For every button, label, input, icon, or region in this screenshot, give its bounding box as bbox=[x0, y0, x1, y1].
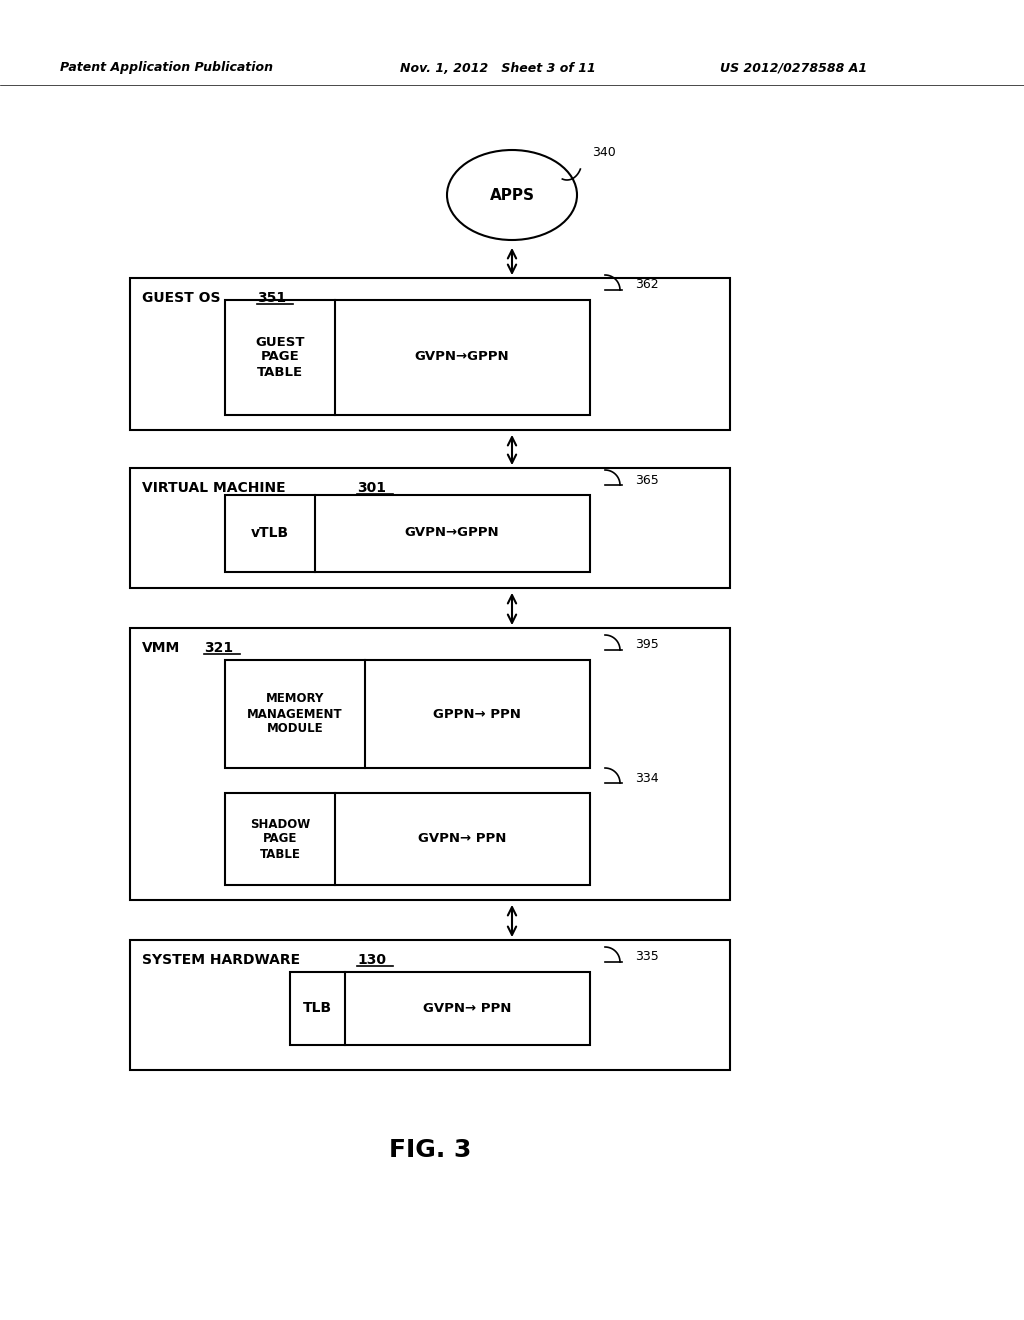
Text: GPPN→ PPN: GPPN→ PPN bbox=[433, 708, 521, 721]
Bar bbox=[225, 300, 590, 414]
Text: vTLB: vTLB bbox=[251, 525, 289, 540]
Text: 395: 395 bbox=[635, 639, 658, 652]
Text: GUEST OS: GUEST OS bbox=[142, 290, 220, 305]
Text: GVPN→ PPN: GVPN→ PPN bbox=[423, 1002, 511, 1015]
Bar bbox=[290, 972, 590, 1045]
Bar bbox=[225, 660, 590, 768]
Text: VMM: VMM bbox=[142, 642, 180, 655]
Text: 130: 130 bbox=[357, 953, 386, 968]
Text: TLB: TLB bbox=[302, 1001, 332, 1015]
Text: 365: 365 bbox=[635, 474, 658, 487]
Text: APPS: APPS bbox=[489, 187, 535, 202]
Text: Nov. 1, 2012   Sheet 3 of 11: Nov. 1, 2012 Sheet 3 of 11 bbox=[400, 62, 596, 74]
Bar bbox=[130, 469, 730, 587]
Text: GVPN→GPPN: GVPN→GPPN bbox=[404, 527, 500, 540]
Bar bbox=[225, 793, 590, 884]
Text: 362: 362 bbox=[635, 279, 658, 292]
Text: US 2012/0278588 A1: US 2012/0278588 A1 bbox=[720, 62, 867, 74]
Text: 335: 335 bbox=[635, 950, 658, 964]
Bar bbox=[225, 495, 590, 572]
Bar bbox=[130, 279, 730, 430]
Text: SHADOW
PAGE
TABLE: SHADOW PAGE TABLE bbox=[250, 817, 310, 861]
Text: 351: 351 bbox=[257, 290, 286, 305]
Text: VIRTUAL MACHINE: VIRTUAL MACHINE bbox=[142, 480, 286, 495]
Text: Patent Application Publication: Patent Application Publication bbox=[60, 62, 273, 74]
Text: GUEST
PAGE
TABLE: GUEST PAGE TABLE bbox=[255, 335, 305, 379]
Text: 340: 340 bbox=[592, 147, 615, 160]
Bar bbox=[130, 628, 730, 900]
Text: 321: 321 bbox=[204, 642, 233, 655]
Bar bbox=[130, 940, 730, 1071]
Text: GVPN→ PPN: GVPN→ PPN bbox=[418, 833, 506, 846]
Text: 301: 301 bbox=[357, 480, 386, 495]
Text: FIG. 3: FIG. 3 bbox=[389, 1138, 471, 1162]
Text: MEMORY
MANAGEMENT
MODULE: MEMORY MANAGEMENT MODULE bbox=[247, 693, 343, 735]
Text: GVPN→GPPN: GVPN→GPPN bbox=[415, 351, 509, 363]
Text: SYSTEM HARDWARE: SYSTEM HARDWARE bbox=[142, 953, 300, 968]
Text: 334: 334 bbox=[635, 771, 658, 784]
Ellipse shape bbox=[447, 150, 577, 240]
